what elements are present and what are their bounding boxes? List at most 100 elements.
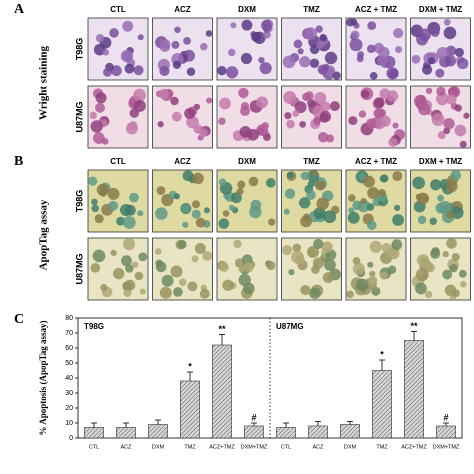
bar [84, 427, 104, 439]
cell [437, 194, 444, 202]
cell [89, 111, 97, 120]
bar [244, 425, 264, 439]
cell [129, 192, 139, 203]
cell [120, 255, 132, 267]
cell [309, 287, 321, 299]
bar [276, 427, 296, 439]
cell [202, 251, 213, 261]
cell [315, 25, 323, 33]
cell [415, 268, 429, 282]
cell [450, 170, 462, 181]
cell [191, 200, 201, 209]
cell [306, 245, 320, 258]
cell [299, 197, 311, 209]
y-tick-label: 70 [65, 330, 73, 337]
significance-marker: ** [410, 321, 418, 331]
cell [198, 128, 208, 138]
cell [363, 175, 375, 188]
cell [124, 279, 136, 291]
cell [283, 91, 297, 105]
row-label: U87MG [74, 101, 84, 132]
cell [443, 26, 457, 40]
significance-marker: ** [218, 324, 226, 334]
cell [314, 92, 327, 105]
cell [95, 33, 105, 43]
cell [294, 254, 305, 265]
cell [424, 290, 433, 299]
micrograph [87, 85, 149, 149]
y-tick-label: 60 [65, 345, 73, 352]
bar [436, 425, 456, 439]
cell [446, 94, 457, 105]
cell [284, 188, 296, 199]
cell [392, 214, 404, 226]
cell [132, 261, 139, 268]
cell [133, 88, 146, 102]
cell [133, 65, 144, 76]
bar [372, 370, 392, 439]
cell [161, 274, 174, 287]
y-axis-label: % Apoptosis (ApopTag assay) [38, 321, 48, 436]
micrograph [87, 169, 149, 233]
cell [124, 63, 135, 74]
cell [352, 200, 363, 211]
cell [178, 278, 187, 286]
micrograph [281, 17, 342, 81]
cell [230, 22, 237, 29]
cell [451, 206, 464, 219]
row-label: T98G [74, 38, 84, 61]
x-tick-label: DXM+TMZ [433, 444, 460, 450]
cell [355, 278, 369, 292]
cell [430, 27, 440, 37]
cell [170, 265, 183, 278]
row-label: T98G [74, 190, 84, 213]
cell [329, 101, 340, 112]
x-tick-label: CTL [89, 444, 99, 450]
cell [199, 288, 210, 299]
cell [366, 203, 375, 211]
cell [100, 283, 108, 292]
cell [283, 208, 290, 215]
cell [187, 281, 198, 292]
column-label: ACZ [174, 157, 191, 166]
cell [442, 251, 449, 258]
cell [391, 239, 403, 251]
x-tick-label: DXM [344, 444, 357, 450]
cell [183, 37, 191, 45]
cell [348, 116, 358, 126]
cell [138, 252, 148, 262]
cell [446, 238, 457, 249]
cell [95, 102, 106, 113]
cell [88, 176, 98, 186]
cell [96, 183, 109, 196]
cell [367, 187, 380, 200]
cell [309, 58, 320, 68]
cell [93, 132, 105, 144]
cell [191, 255, 199, 263]
cell [323, 259, 336, 271]
micrograph [152, 237, 213, 301]
cell [436, 47, 450, 60]
cell [268, 218, 276, 226]
x-tick-label: ACZ [313, 444, 325, 450]
cell [454, 47, 464, 57]
cell [454, 124, 467, 137]
micrograph [281, 169, 342, 233]
cell [459, 62, 467, 69]
cell [248, 176, 259, 187]
cell [222, 210, 230, 217]
column-label: CTL [110, 157, 126, 166]
cell [293, 39, 303, 49]
micrograph [281, 85, 342, 149]
cell [240, 52, 253, 65]
cell [125, 122, 138, 135]
cell [227, 48, 236, 57]
cell [422, 195, 429, 202]
x-tick-label: ACZ+TMZ [401, 444, 427, 450]
cell [451, 252, 460, 262]
cell [102, 49, 110, 56]
cell [392, 171, 403, 182]
error-bar [443, 422, 449, 426]
cell [155, 259, 163, 267]
cell [379, 271, 388, 280]
